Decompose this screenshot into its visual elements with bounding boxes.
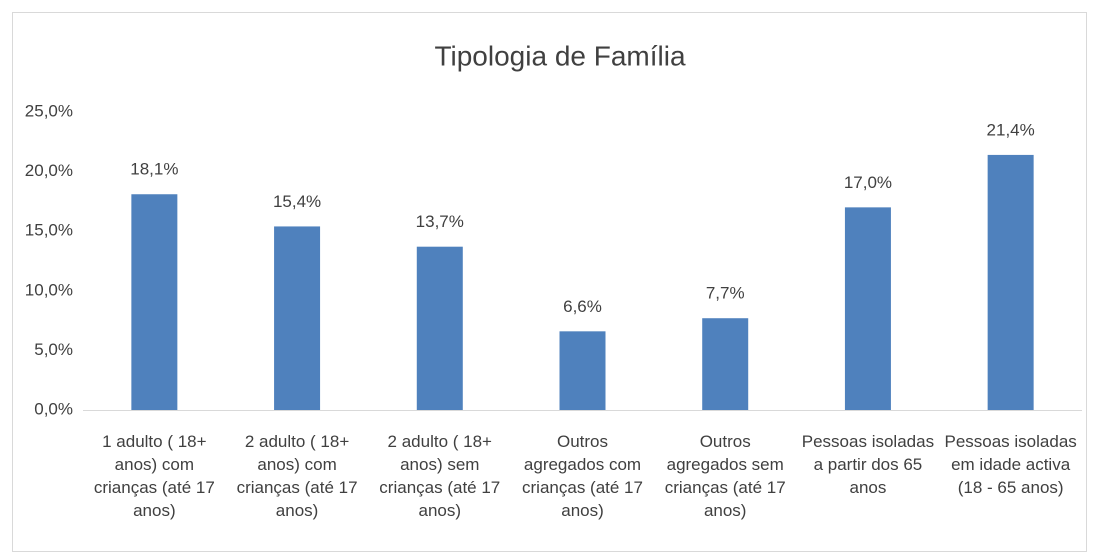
x-tick-label: Pessoas isoladas em idade activa (18 - 6…: [944, 432, 1077, 497]
data-label: 15,4%: [273, 192, 321, 211]
y-tick-label: 20,0%: [25, 161, 73, 180]
x-tick-label: 2 adulto ( 18+ anos) com crianças (até 1…: [236, 432, 358, 520]
x-tick-label: Outros agregados com crianças (até 17 an…: [522, 432, 643, 520]
y-tick-label: 0,0%: [34, 399, 73, 418]
bar: [274, 226, 321, 410]
data-label: 6,6%: [563, 297, 602, 316]
chart-border: [12, 12, 1087, 552]
data-label: 18,1%: [130, 160, 178, 179]
bar: [416, 246, 463, 410]
y-tick-label: 5,0%: [34, 340, 73, 359]
chart-title: Tipologia de Família: [434, 40, 686, 71]
bar: [559, 331, 606, 410]
data-label: 13,7%: [416, 212, 464, 231]
bar: [844, 207, 891, 410]
x-tick-label: Outros agregados sem crianças (até 17 an…: [664, 432, 786, 520]
data-label: 21,4%: [987, 120, 1035, 139]
data-label: 17,0%: [844, 173, 892, 192]
bar: [131, 194, 178, 410]
y-tick-label: 10,0%: [25, 280, 73, 299]
x-tick-label: 1 adulto ( 18+ anos) com crianças (até 1…: [93, 432, 215, 520]
x-tick-label: 2 adulto ( 18+ anos) sem crianças (até 1…: [379, 432, 501, 520]
x-tick-label: Pessoas isoladas a partir dos 65 anos: [801, 432, 935, 497]
bar: [702, 318, 749, 410]
y-tick-label: 25,0%: [25, 101, 73, 120]
bar: [987, 154, 1034, 410]
data-label: 7,7%: [706, 284, 745, 303]
y-tick-label: 15,0%: [25, 221, 73, 240]
